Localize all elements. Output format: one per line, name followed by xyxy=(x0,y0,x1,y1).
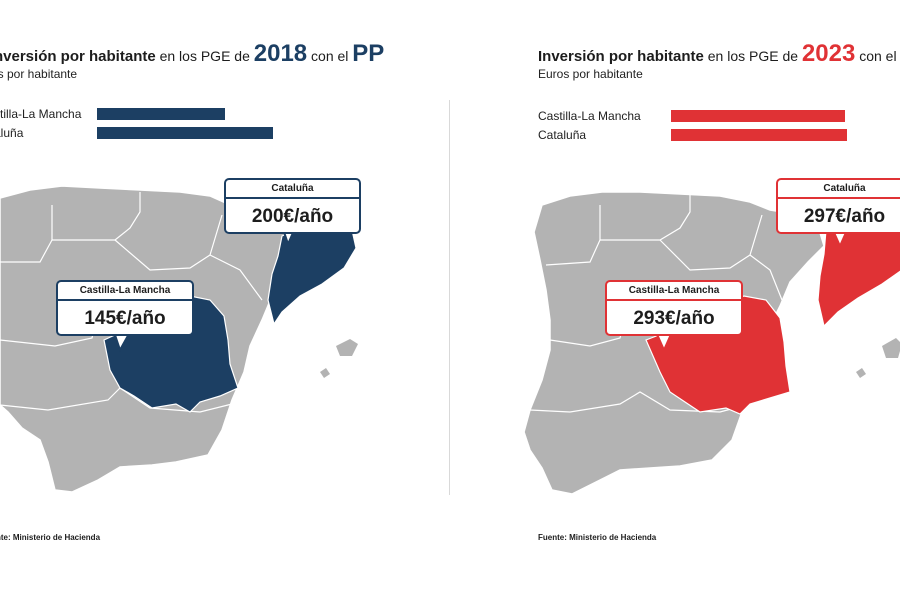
bar-label-cataluna: aluña xyxy=(0,126,24,140)
callout-value: 297€/año xyxy=(803,206,886,227)
spain-map xyxy=(523,191,900,495)
bar-label-castilla: stilla-La Mancha xyxy=(0,107,82,121)
region-cataluna xyxy=(267,225,357,326)
chart-title: Inversión por habitante en los PGE de 20… xyxy=(538,40,900,68)
island-mallorca xyxy=(336,339,358,356)
bar-cataluna xyxy=(97,127,273,139)
title-mid: en los PGE de xyxy=(155,48,254,64)
panel-2018: nversión por habitante en los PGE de 201… xyxy=(0,40,384,542)
callout-region: Castilla-La Mancha xyxy=(607,285,741,301)
bar-label-castilla: Castilla-La Mancha xyxy=(538,109,641,123)
bar-cataluna xyxy=(671,129,847,141)
callout-castilla-la-mancha: Castilla-La Mancha 293€/año xyxy=(605,280,743,336)
callout-cataluna: Cataluña 297€/año xyxy=(776,178,900,234)
island-mallorca xyxy=(882,338,900,358)
bar-castilla-la-mancha xyxy=(671,110,845,122)
island-ibiza xyxy=(320,368,330,378)
title-connector: con el xyxy=(307,48,353,64)
callout-castilla-la-mancha: Castilla-La Mancha 145€/año xyxy=(56,280,194,336)
title-prefix: nversión por habitante xyxy=(0,48,156,65)
callout-value: 293€/año xyxy=(633,308,715,329)
title-party: PP xyxy=(352,40,385,67)
title-mid: en los PGE de xyxy=(703,48,802,64)
chart-subtitle: os por habitante xyxy=(0,67,78,81)
source-note: Fuente: Ministerio de Hacienda xyxy=(538,533,657,542)
callout-region: Cataluña xyxy=(778,183,900,199)
panel-2023: Inversión por habitante en los PGE de 20… xyxy=(450,0,900,600)
title-year: 2018 xyxy=(253,40,308,67)
callout-value: 200€/año xyxy=(251,206,334,227)
island-ibiza xyxy=(856,368,866,378)
callout-region: Castilla-La Mancha xyxy=(58,285,192,301)
region-cataluna xyxy=(817,219,900,328)
source-note: nte: Ministerio de Hacienda xyxy=(0,533,101,542)
callout-region: Cataluña xyxy=(226,183,359,199)
title-connector: con el xyxy=(855,48,900,64)
title-year: 2023 xyxy=(801,40,856,67)
bar-label-cataluna: Cataluña xyxy=(538,128,587,142)
title-prefix: Inversión por habitante xyxy=(538,48,704,65)
chart-subtitle: Euros por habitante xyxy=(538,67,643,81)
bar-castilla-la-mancha xyxy=(97,108,225,120)
callout-value: 145€/año xyxy=(84,308,166,329)
callout-cataluna: Cataluña 200€/año xyxy=(224,178,361,234)
panel-divider xyxy=(449,100,450,495)
chart-title: nversión por habitante en los PGE de 201… xyxy=(0,40,384,68)
